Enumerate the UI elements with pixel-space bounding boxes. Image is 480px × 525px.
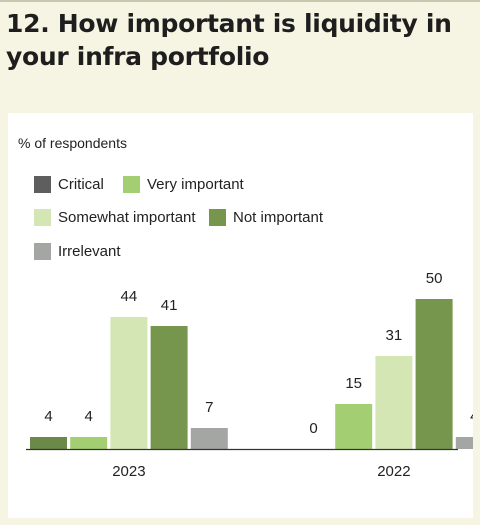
data-label-2023-not-important: 41 (161, 297, 178, 314)
legend-swatch-very-important (123, 175, 140, 193)
legend-item-somewhat-important: Somewhat important (34, 207, 196, 227)
legend-label-not-important: Not important (233, 208, 324, 226)
data-label-2022-not-important: 50 (426, 270, 443, 287)
bar-2022-not-important (415, 299, 453, 449)
bar-2022-irrelevant (455, 437, 473, 449)
legend-label-critical: Critical (58, 175, 104, 193)
legend-label-irrelevant: Irrelevant (58, 242, 121, 260)
legend-swatch-not-important (209, 208, 226, 226)
legend-label-very-important: Very important (147, 175, 244, 193)
legend-label-somewhat-important: Somewhat important (58, 208, 196, 226)
legend-item-very-important: Very important (123, 174, 244, 194)
data-label-2023-irrelevant: 7 (205, 399, 213, 416)
legend-swatch-somewhat-important (34, 208, 51, 226)
data-label-2022-irrelevant: 4 (470, 408, 473, 425)
data-label-2022-somewhat-important: 31 (386, 327, 403, 344)
legend-item-not-important: Not important (209, 207, 323, 227)
data-label-2022-critical: 0 (309, 420, 317, 437)
legend-item-irrelevant: Irrelevant (34, 241, 121, 261)
data-label-2023-somewhat-important: 44 (121, 288, 138, 305)
bar-2023-not-important (150, 326, 188, 449)
bar-2023-somewhat-important (110, 317, 148, 449)
legend-swatch-critical (34, 175, 51, 193)
chart-panel: % of respondents Critical Very important… (8, 113, 473, 518)
legend-swatch-irrelevant (34, 242, 51, 260)
bar-2023-very-important (70, 437, 108, 449)
data-label-2023-critical: 4 (44, 408, 52, 425)
legend-item-critical: Critical (34, 174, 104, 194)
data-label-2022-very-important: 15 (345, 375, 362, 392)
bar-2022-very-important (335, 404, 373, 449)
bar-2023-irrelevant (190, 428, 228, 449)
data-label-2023-very-important: 4 (85, 408, 93, 425)
bar-2022-somewhat-important (375, 356, 413, 449)
y-axis-label: % of respondents (18, 135, 127, 151)
bar-chart: 44444172023015315042022 (26, 270, 473, 480)
x-tick-label-2022: 2022 (377, 463, 410, 480)
bar-2023-critical (30, 437, 67, 449)
chart-title: 12. How important is liquidity in your i… (6, 9, 452, 71)
top-rule (0, 0, 480, 2)
x-tick-label-2023: 2023 (112, 463, 145, 480)
